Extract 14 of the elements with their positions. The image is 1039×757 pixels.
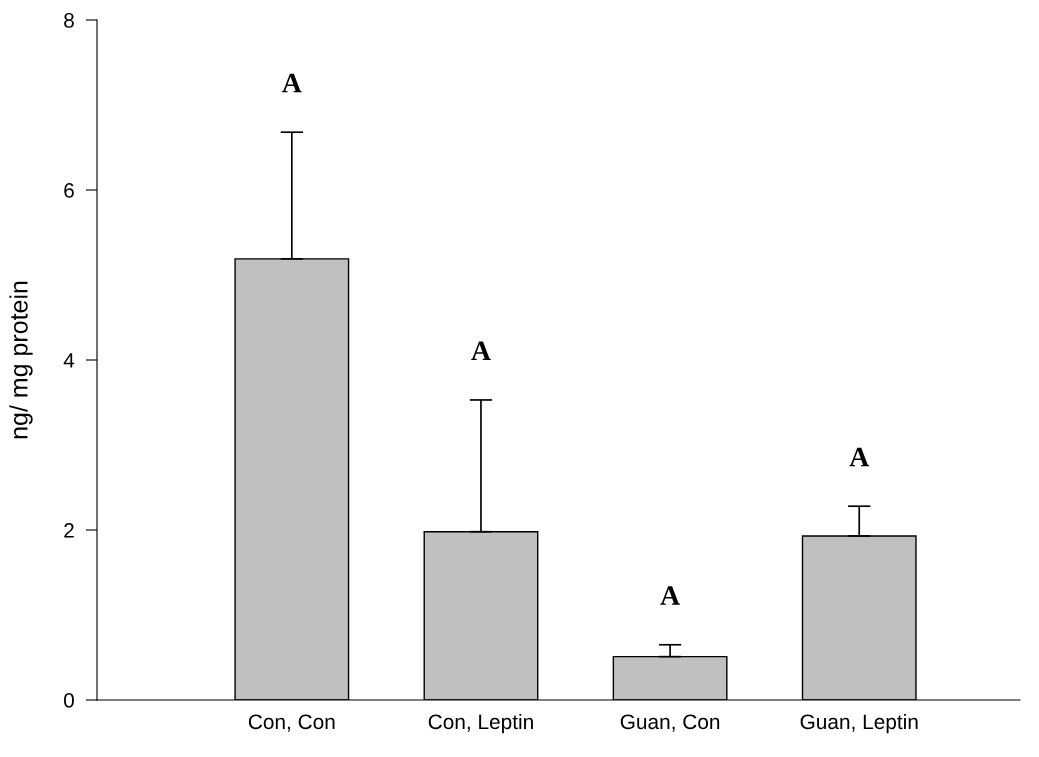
x-tick-label: Guan, Leptin xyxy=(800,713,918,734)
y-tick-label: 2 xyxy=(64,523,74,538)
y-tick-label: 0 xyxy=(64,693,74,708)
y-tick-label: 8 xyxy=(64,13,74,28)
annotation: A xyxy=(849,447,870,467)
y-tick-label: 6 xyxy=(64,183,74,198)
y-axis-title: ng/ mg protein xyxy=(9,281,33,439)
x-tick-label: Con, Con xyxy=(248,714,335,732)
y-tick-label: 4 xyxy=(63,353,75,368)
x-tick-label: Guan, Con xyxy=(620,714,720,732)
x-tick-label: Con, Leptin xyxy=(428,713,533,734)
annotation: A xyxy=(660,586,680,605)
annotation: A xyxy=(282,73,302,93)
annotation: A xyxy=(471,341,491,360)
